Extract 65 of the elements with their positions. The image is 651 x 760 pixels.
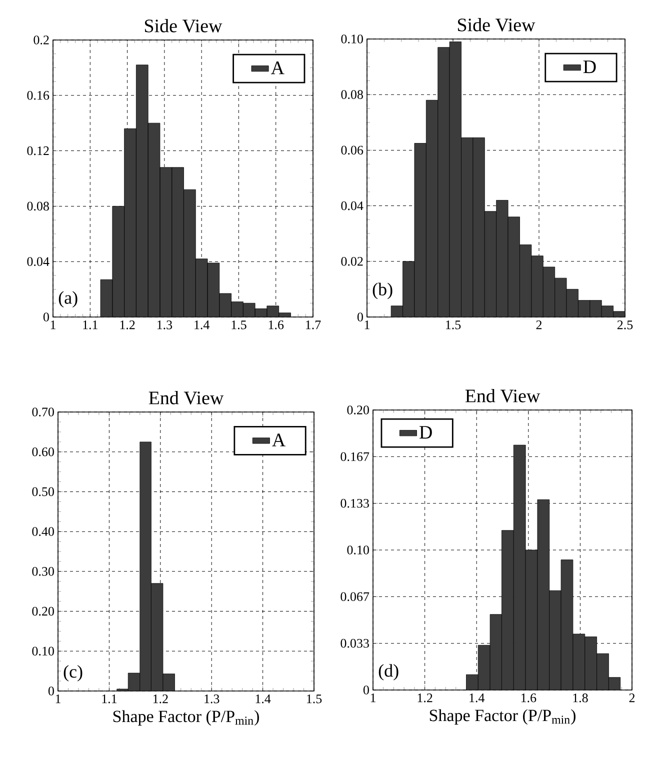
x-tick-label: 2.5 [617, 320, 633, 330]
y-tick-label: 0.10 [341, 34, 363, 44]
legend-label: D [419, 426, 432, 439]
chart-title: Side View [458, 18, 536, 32]
y-tick-label: 0.40 [32, 527, 54, 536]
y-tick-label: 0.20 [347, 406, 369, 414]
x-tick-label: 1.3 [157, 320, 172, 330]
y-tick-label: 0.10 [32, 646, 54, 656]
x-tick-label: 1.6 [268, 320, 284, 330]
y-tick-label: 0.50 [32, 487, 54, 496]
y-tick-label: 0 [43, 312, 49, 322]
y-tick-label: 0.02 [341, 256, 363, 266]
x-tick-label: 1.4 [470, 694, 485, 702]
x-tick-label: 1.7 [306, 320, 321, 330]
x-tick-label: 1.5 [307, 694, 322, 704]
x-tick-label: 1 [56, 694, 60, 704]
annotation: (c) [64, 665, 82, 682]
y-tick-label: 0.04 [341, 201, 364, 210]
annotation: (d) [378, 664, 398, 680]
legend-label: D [583, 60, 596, 74]
x-tick-label: 1.3 [204, 694, 220, 704]
legend-label: A [270, 62, 284, 74]
x-tick-label: 1 [364, 320, 370, 330]
y-tick-label: 0.08 [341, 90, 363, 100]
y-tick-label: 0.70 [32, 408, 54, 416]
x-tick-label: 1.4 [194, 320, 210, 330]
y-tick-label: 0.04 [27, 257, 50, 266]
x-tick-label: 1.1 [102, 694, 117, 704]
chart-title: Side View [144, 18, 222, 32]
y-tick-label: 0 [357, 312, 363, 322]
x-tick-label: 1 [50, 320, 56, 330]
x-tick-label: 2 [629, 694, 635, 702]
annotation: (a) [58, 291, 78, 308]
y-tick-label: 0.08 [27, 202, 49, 211]
y-tick-label: 0.067 [340, 592, 370, 602]
y-tick-label: 0.30 [32, 567, 54, 576]
chart-title: End View [148, 391, 224, 404]
x-tick-label: 1.5 [232, 320, 246, 330]
y-tick-label: 0.20 [32, 606, 54, 616]
y-tick-label: 0 [363, 686, 369, 694]
x-tick-label: 1.6 [521, 694, 536, 702]
chart-title: End View [465, 389, 540, 402]
x-tick-label: 1 [370, 694, 376, 702]
x-tick-label: 2 [536, 320, 542, 330]
y-tick-label: 0.2 [34, 36, 49, 44]
y-tick-label: 0.167 [340, 452, 370, 462]
y-tick-label: 0 [48, 686, 54, 696]
annotation: (b) [372, 282, 392, 300]
x-axis-title: Shape Factor (P/P$_{min}$) [113, 710, 259, 726]
x-tick-label: 1.2 [418, 694, 432, 702]
x-tick-label: 1.2 [120, 320, 135, 330]
y-tick-label: 0.12 [27, 146, 49, 156]
x-axis-title: Shape Factor (P/P$_{min}$) [430, 709, 576, 725]
x-tick-label: 1.5 [446, 320, 461, 330]
x-tick-label: 1.8 [573, 694, 588, 702]
y-tick-label: 0.60 [32, 447, 54, 456]
y-tick-label: 0.133 [340, 498, 369, 508]
y-tick-label: 0.10 [347, 546, 369, 554]
legend-label: A [272, 434, 286, 446]
x-tick-label: 1.2 [153, 694, 168, 704]
y-tick-label: 0.06 [341, 146, 364, 155]
x-tick-label: 1.4 [256, 694, 271, 704]
y-tick-label: 0.033 [340, 638, 369, 648]
x-tick-label: 1.1 [83, 320, 98, 330]
y-tick-label: 0.16 [27, 90, 50, 100]
